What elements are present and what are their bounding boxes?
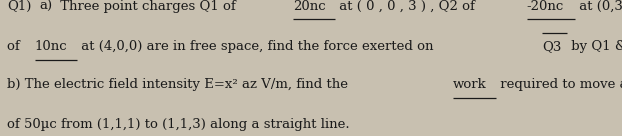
Text: Q3: Q3 bbox=[542, 40, 562, 53]
Text: Q1): Q1) bbox=[7, 0, 32, 13]
Text: at (0,3,0), and Q3: at (0,3,0), and Q3 bbox=[575, 0, 622, 13]
Text: of 50µc from (1,1,1) to (1,1,3) along a straight line.: of 50µc from (1,1,1) to (1,1,3) along a … bbox=[7, 118, 350, 131]
Text: by Q1 & Q2.: by Q1 & Q2. bbox=[567, 40, 622, 53]
Text: 20nc: 20nc bbox=[293, 0, 326, 13]
Text: work: work bbox=[453, 78, 486, 91]
Text: required to move a charge: required to move a charge bbox=[496, 78, 622, 91]
Text: at ( 0 , 0 , 3 ) , Q2 of: at ( 0 , 0 , 3 ) , Q2 of bbox=[335, 0, 484, 13]
Text: at (4,0,0) are in free space, find the force exerted on: at (4,0,0) are in free space, find the f… bbox=[77, 40, 438, 53]
Text: b) The electric field intensity E=x² az V/m, find the: b) The electric field intensity E=x² az … bbox=[7, 78, 353, 91]
Text: of: of bbox=[7, 40, 29, 53]
Text: a): a) bbox=[39, 0, 52, 13]
Text: 10nc: 10nc bbox=[35, 40, 68, 53]
Text: Three point charges Q1 of: Three point charges Q1 of bbox=[56, 0, 240, 13]
Text: -20nc: -20nc bbox=[527, 0, 564, 13]
